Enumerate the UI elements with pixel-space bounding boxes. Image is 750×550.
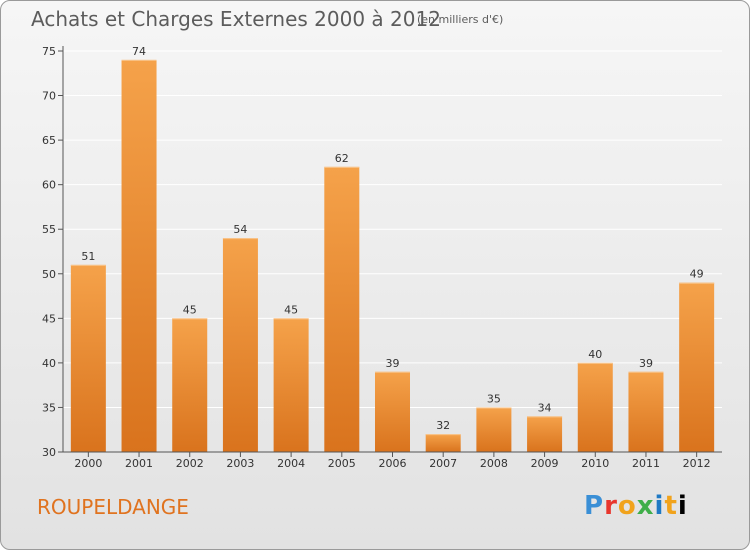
bar-value-label: 45: [183, 303, 197, 316]
x-tick-label: 2006: [379, 457, 407, 470]
bar-2007: [425, 434, 461, 452]
bar-2009: [527, 416, 563, 452]
y-tick-label: 45: [42, 312, 56, 325]
x-tick-label: 2007: [429, 457, 457, 470]
bar-value-label: 74: [132, 45, 146, 58]
y-tick-label: 75: [42, 45, 56, 58]
x-tick-label: 2004: [277, 457, 305, 470]
bar-value-label: 35: [487, 392, 501, 405]
y-tick-label: 70: [42, 90, 56, 103]
bar-value-label: 39: [639, 357, 653, 370]
bar-value-label: 54: [233, 223, 247, 236]
proxiti-logo: Proxiti: [584, 491, 688, 521]
bar-2001: [121, 59, 157, 453]
bar-2005: [324, 166, 360, 452]
y-tick-label: 65: [42, 134, 56, 147]
bar-2011: [628, 371, 664, 452]
y-tick-label: 55: [42, 223, 56, 236]
bar-2000: [70, 264, 106, 452]
bar-value-label: 45: [284, 303, 298, 316]
labels: 30 35 40 45 50 55 60 65 70 75 51 2000 74 2001 45 2002 54…: [42, 45, 711, 470]
chart-unit: (en milliers d'€): [417, 13, 504, 26]
y-tick-label: 35: [42, 401, 56, 414]
bar-2004: [273, 318, 309, 452]
bar-value-label: 39: [386, 357, 400, 370]
logo-letter: P: [584, 491, 605, 521]
commune-name: ROUPELDANGE: [37, 495, 189, 519]
chart-title: Achats et Charges Externes 2000 à 2012: [31, 7, 441, 31]
bar-value-label: 51: [81, 250, 95, 263]
y-tick-label: 30: [42, 446, 56, 459]
bars: [70, 59, 715, 453]
x-tick-label: 2011: [632, 457, 660, 470]
x-tick-label: 2010: [581, 457, 609, 470]
logo-letter: o: [617, 491, 637, 521]
x-tick-label: 2000: [74, 457, 102, 470]
x-tick-label: 2001: [125, 457, 153, 470]
logo-letter: r: [604, 491, 618, 521]
logo-letter: i: [677, 491, 688, 521]
bar-2006: [375, 371, 410, 452]
logo-letter: i: [654, 491, 665, 521]
bar-2012: [679, 282, 715, 452]
y-tick-label: 40: [42, 357, 56, 370]
bar-value-label: 32: [436, 419, 450, 432]
bar-2008: [476, 407, 512, 452]
bar-value-label: 34: [538, 401, 552, 414]
bar-2002: [172, 318, 208, 452]
y-tick-label: 60: [42, 179, 56, 192]
bar-value-label: 40: [588, 348, 602, 361]
logo-letter: x: [636, 491, 655, 521]
bar-2003: [222, 238, 258, 452]
x-tick-label: 2009: [531, 457, 559, 470]
bar-2010: [577, 362, 613, 452]
bar-value-label: 62: [335, 152, 349, 165]
logo-letter: t: [664, 491, 678, 521]
x-tick-label: 2008: [480, 457, 508, 470]
x-tick-label: 2002: [176, 457, 204, 470]
y-tick-label: 50: [42, 268, 56, 281]
x-tick-label: 2003: [226, 457, 254, 470]
x-tick-label: 2005: [328, 457, 356, 470]
axes: [58, 46, 722, 457]
x-tick-label: 2012: [683, 457, 711, 470]
bar-value-label: 49: [690, 268, 704, 281]
